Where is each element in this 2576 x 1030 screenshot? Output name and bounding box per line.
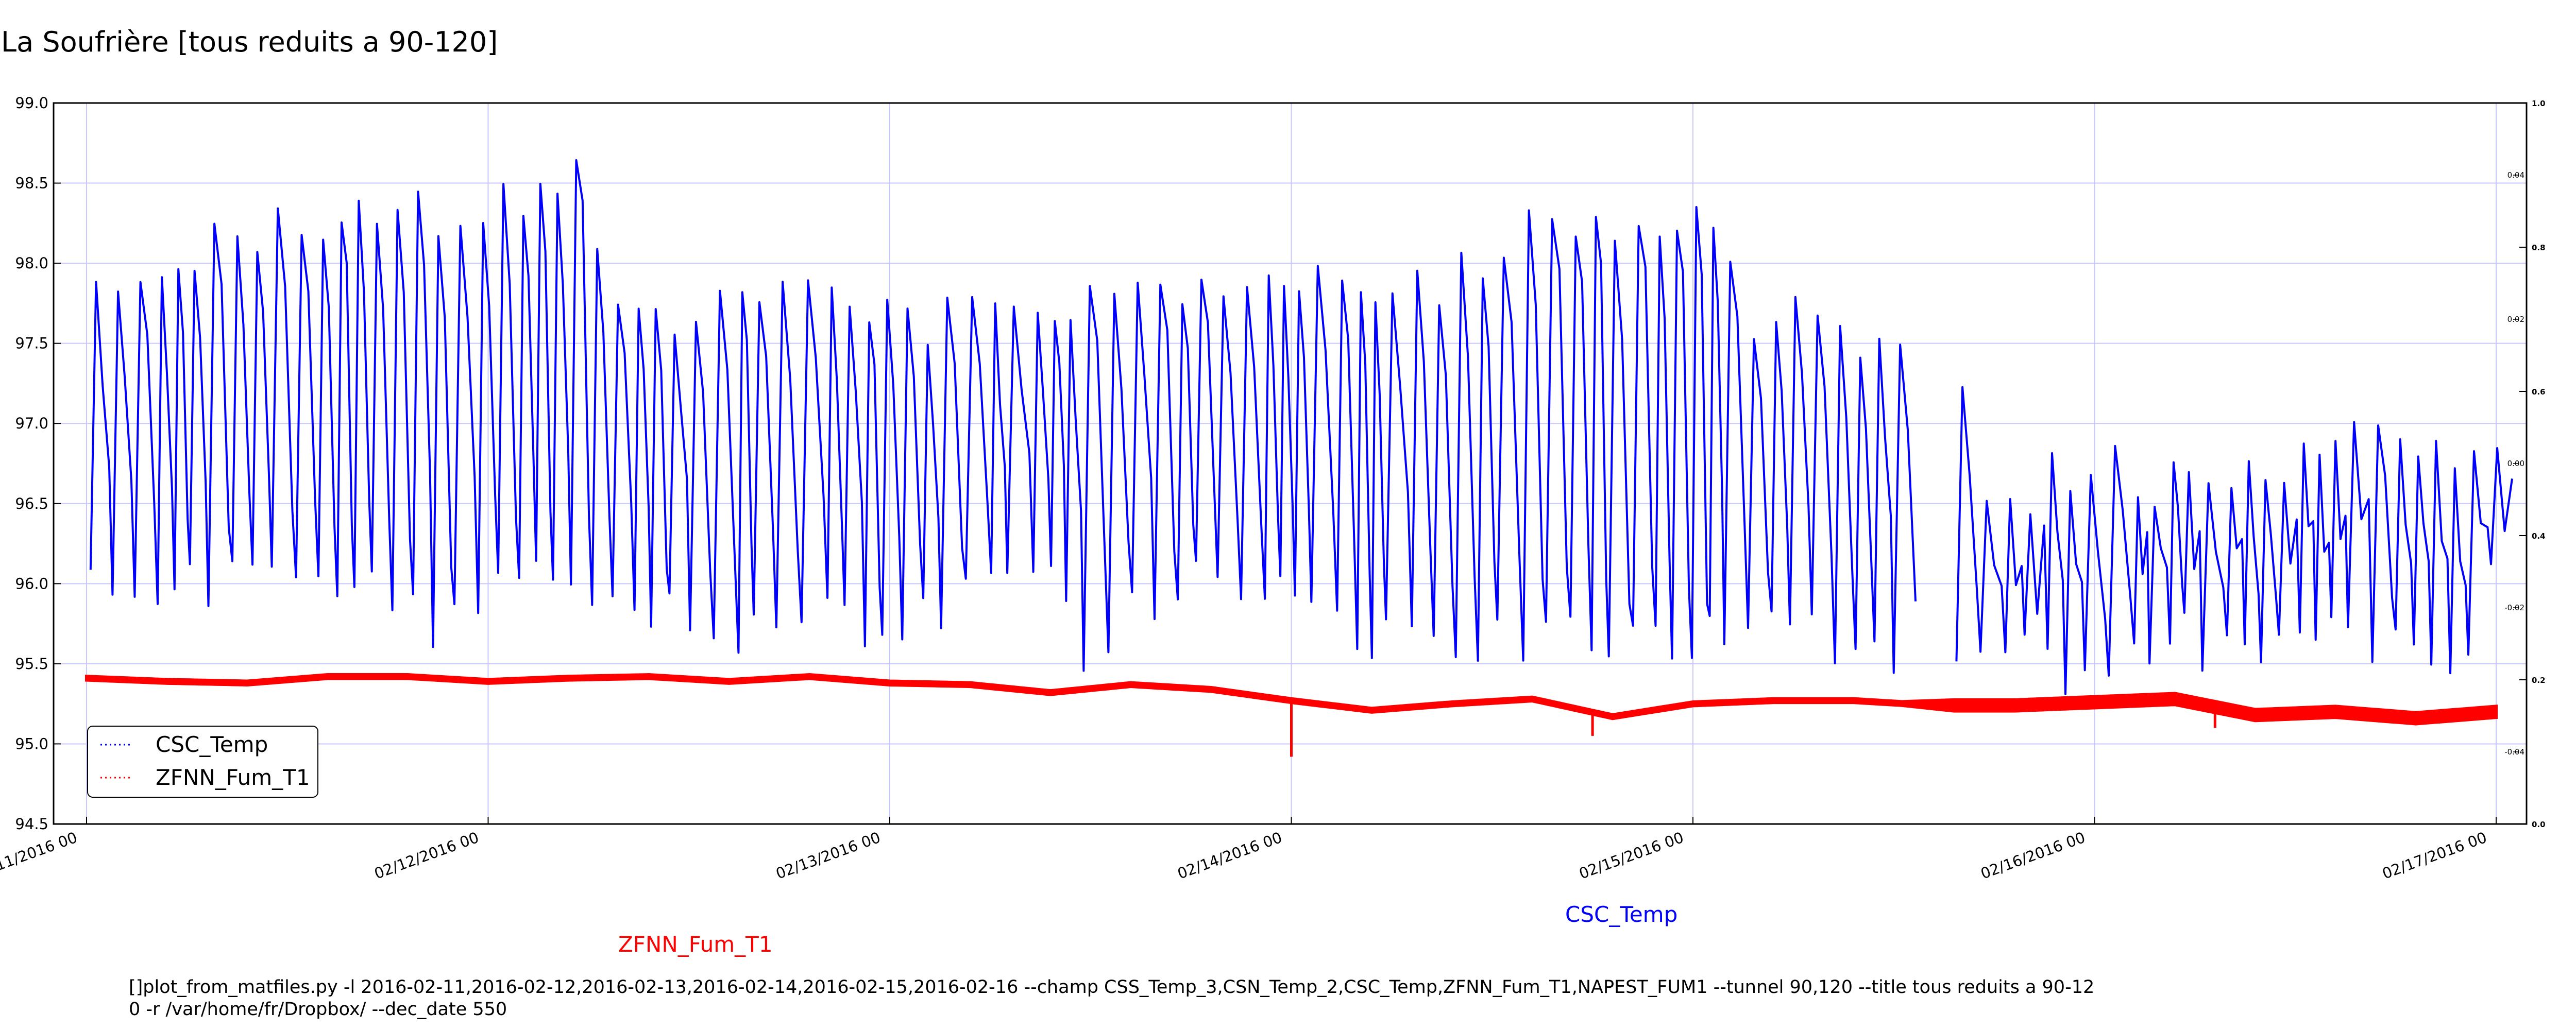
y-tick-label: 98.0 [15, 254, 48, 272]
x-tick-label: 02/11/2016 00 [0, 829, 79, 883]
x-tick-label: 02/13/2016 00 [773, 829, 883, 883]
y-tick-label: 94.5 [15, 815, 48, 833]
y-tick-label: 98.5 [15, 175, 48, 192]
series-zfnn-fum-t1 [85, 673, 2498, 757]
x-tick-label: 02/14/2016 00 [1175, 829, 1284, 883]
inner-right-tick-label: 0.02 [2507, 315, 2524, 324]
plot-area-frame [53, 102, 2528, 825]
right-tick-label: 1.0 [2532, 99, 2546, 108]
legend-label-csc-temp: CSC_Temp [156, 732, 268, 757]
y-tick-label: 95.5 [15, 655, 48, 673]
legend: CSC_Temp ZFNN_Fum_T1 [87, 726, 318, 798]
right-tick-label: 0.4 [2532, 531, 2546, 541]
zfnn-fum-t1-band [85, 673, 2498, 726]
command-line-caption: []plot_from_matfiles.py -l 2016-02-11,20… [129, 977, 2095, 1020]
inner-right-tick-label: -0.04 [2504, 747, 2524, 757]
y-tick-label: 99.0 [15, 94, 48, 112]
series-csc-temp [89, 159, 2513, 695]
annotation-csc-temp: CSC_Temp [1565, 902, 1677, 927]
inner-right-tick-label: -0.02 [2504, 603, 2524, 612]
y-tick-label: 96.5 [15, 495, 48, 512]
x-tick-label: 02/12/2016 00 [372, 829, 481, 883]
right-tick-label: 0.2 [2532, 676, 2546, 685]
y-axis-left: 94.5 95.0 95.5 96.0 96.5 97.0 97.5 98.0 98.5 99.0 [15, 94, 61, 833]
x-tick-label: 02/15/2016 00 [1577, 829, 1686, 883]
right-tick-label: 0.0 [2532, 820, 2546, 829]
x-tick-label: 02/16/2016 00 [1978, 829, 2088, 883]
inner-right-tick-label: 0.00 [2507, 459, 2524, 468]
y-tick-label: 97.5 [15, 335, 48, 352]
csc-temp-line [89, 159, 1917, 674]
annotation-zfnn-fum-t1: ZFNN_Fum_T1 [618, 932, 773, 957]
y-tick-label: 97.0 [15, 415, 48, 432]
legend-label-zfnn-fum-t1: ZFNN_Fum_T1 [156, 765, 310, 790]
x-axis: 02/11/2016 00 02/12/2016 00 02/13/2016 00 0… [0, 817, 2497, 883]
right-tick-label: 0.6 [2532, 387, 2546, 397]
inner-right-tick-label: 0.04 [2507, 170, 2524, 180]
y-tick-label: 95.0 [15, 735, 48, 752]
y-tick-label: 96.0 [15, 575, 48, 592]
chart-title: La Soufrière [tous reduits a 90-120] [1, 26, 498, 58]
csc-temp-line [1955, 386, 2513, 695]
right-tick-label: 0.8 [2532, 243, 2546, 252]
legend-box [87, 726, 318, 798]
x-tick-label: 02/17/2016 00 [2380, 829, 2489, 883]
y-axis-right: 0.0 0.2 0.4 0.6 0.8 1.0 -0.04 -0.02 0.00 0.02 0.04 [2504, 99, 2545, 829]
